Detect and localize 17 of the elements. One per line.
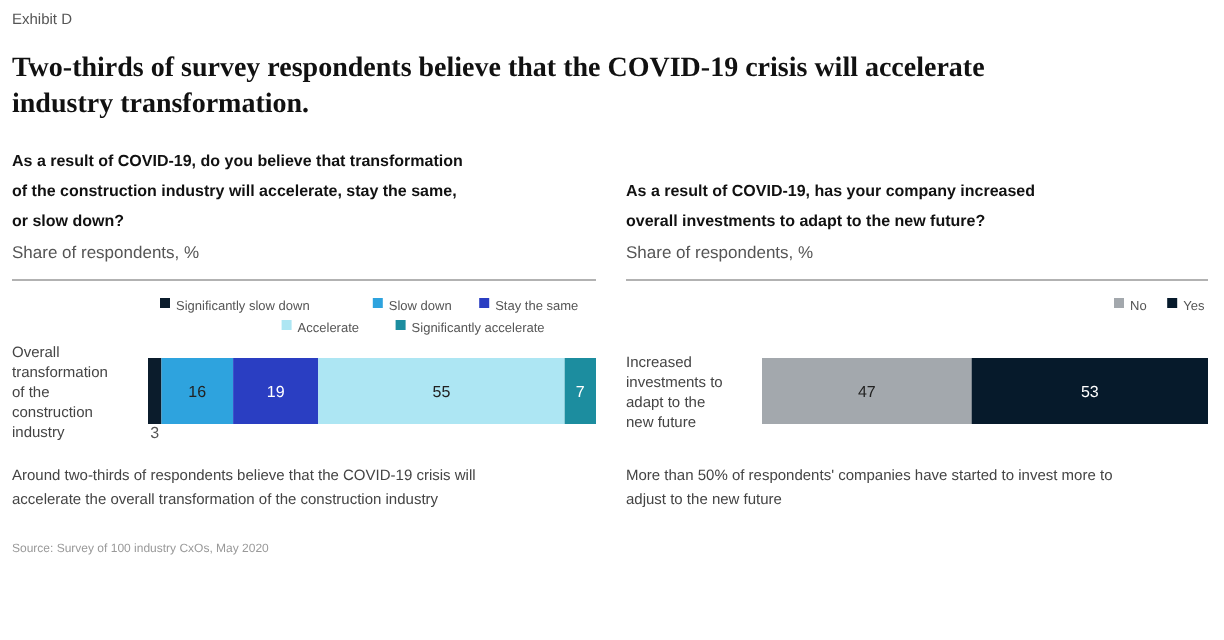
chart-title: Two-thirds of survey respondents believe that the COVID-19 crisis will accelerate industry transformation. bbox=[12, 54, 985, 120]
x-axis-title: Share of respondents, % bbox=[12, 242, 200, 262]
bar bbox=[148, 358, 162, 424]
data-label: 47 bbox=[857, 383, 877, 401]
data-label: 55 bbox=[432, 383, 452, 401]
chart-subtitle: As a result of COVID-19, has your company increased overall investments to adapt to the new future? bbox=[626, 182, 1036, 230]
bar bbox=[318, 358, 565, 424]
chart-subtitle: As a result of COVID-19, do you believe that transformation of the construction industry will accelerate, stay the same, or slow down? bbox=[12, 152, 463, 230]
data-label: 3 bbox=[150, 424, 161, 442]
data-label: 16 bbox=[188, 383, 208, 401]
bar bbox=[564, 358, 596, 424]
bar bbox=[233, 358, 319, 424]
data-label: 53 bbox=[1080, 383, 1100, 401]
data-label: 19 bbox=[266, 383, 286, 401]
bar bbox=[161, 358, 234, 424]
data-label: 7 bbox=[575, 383, 586, 401]
x-axis-title: Share of respondents, % bbox=[626, 242, 814, 262]
